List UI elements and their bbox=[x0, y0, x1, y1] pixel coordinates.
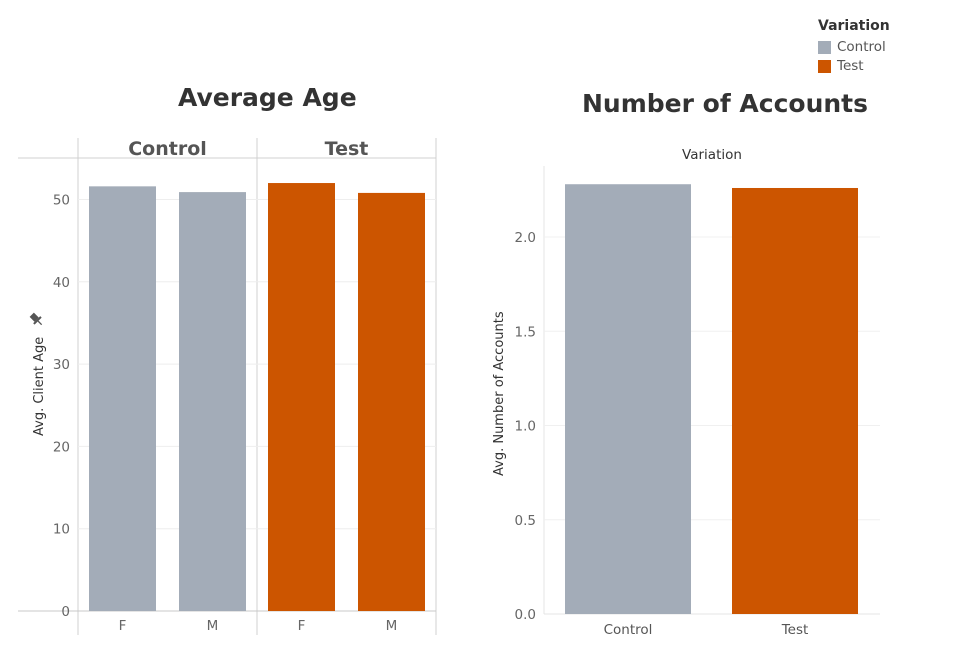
pin-icon[interactable] bbox=[28, 311, 45, 328]
x-tick-label: M bbox=[207, 618, 219, 634]
chart-title-average-age: Average Age bbox=[178, 83, 357, 112]
column-header-variation: Variation bbox=[682, 147, 742, 163]
bar-test[interactable] bbox=[732, 187, 858, 615]
y-tick-label: 0.5 bbox=[515, 513, 536, 529]
legend-swatch-test bbox=[818, 59, 831, 73]
bar-control-m[interactable] bbox=[179, 192, 246, 611]
y-tick-label: 1.0 bbox=[515, 419, 536, 435]
x-tick-label: F bbox=[119, 618, 127, 634]
y-tick-label: 40 bbox=[53, 275, 70, 291]
legend-swatch-control bbox=[818, 40, 831, 54]
group-header-control: Control bbox=[128, 138, 207, 160]
y-tick-label: 50 bbox=[53, 193, 70, 209]
x-tick-label: F bbox=[298, 618, 306, 634]
legend-title: Variation bbox=[818, 18, 890, 34]
bar-control-f[interactable] bbox=[89, 186, 156, 611]
y-axis-label-accounts: Avg. Number of Accounts bbox=[492, 311, 507, 476]
x-tick-label: Test bbox=[781, 622, 809, 638]
legend-item-test[interactable]: Test bbox=[818, 58, 890, 74]
y-axis-label-age: Avg. Client Age bbox=[32, 337, 47, 436]
legend-item-control[interactable]: Control bbox=[818, 39, 890, 55]
y-tick-label: 30 bbox=[53, 357, 70, 373]
legend-label-control: Control bbox=[837, 39, 886, 55]
number-of-accounts-chart: Variation 0.0 0.5 1.0 1.5 2.0 Control Test Avg… bbox=[492, 147, 880, 638]
legend-label-test: Test bbox=[837, 58, 864, 74]
x-tick-label: M bbox=[386, 618, 398, 634]
y-tick-label: 20 bbox=[53, 439, 70, 455]
y-tick-label: 0 bbox=[61, 604, 70, 620]
bar-control[interactable] bbox=[565, 184, 691, 614]
bar-test-m[interactable] bbox=[358, 192, 425, 611]
y-tick-label: 0.0 bbox=[515, 607, 536, 623]
y-tick-label: 2.0 bbox=[515, 230, 536, 246]
bar-test-f[interactable] bbox=[268, 183, 335, 612]
legend: Variation Control Test bbox=[818, 18, 890, 74]
group-header-test: Test bbox=[325, 138, 369, 160]
chart-title-number-of-accounts: Number of Accounts bbox=[582, 89, 868, 118]
average-age-chart: 0 10 20 30 40 50 F M F M Control Test Avg. Client… bbox=[18, 138, 437, 635]
x-tick-label: Control bbox=[604, 622, 653, 638]
y-tick-label: 1.5 bbox=[515, 324, 536, 340]
y-tick-label: 10 bbox=[53, 522, 70, 538]
